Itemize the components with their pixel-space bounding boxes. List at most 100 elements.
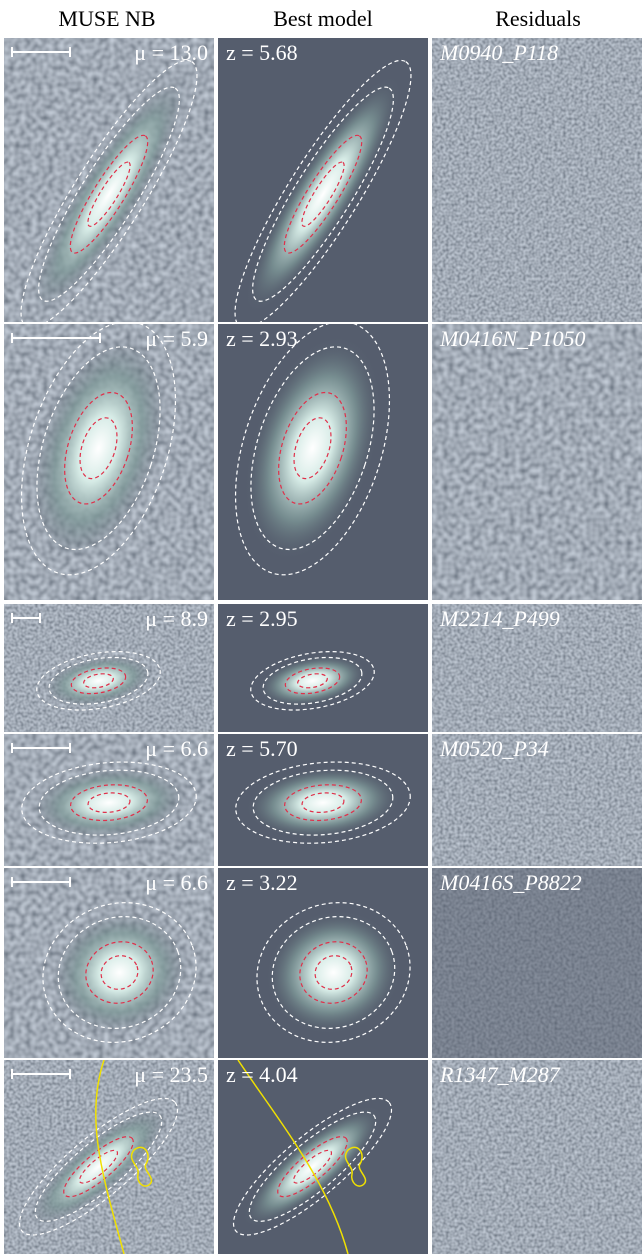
column-header: MUSE NB (58, 6, 155, 31)
scale-bar (11, 1069, 71, 1079)
source (245, 76, 401, 312)
contour (232, 1097, 393, 1236)
object-id: M2214_P499 (439, 606, 560, 631)
panel: M0416S_P8822 (432, 868, 642, 1058)
redshift-label: z = 2.93 (226, 326, 298, 351)
object-id: M0416S_P8822 (439, 870, 582, 895)
redshift-label: z = 5.68 (226, 40, 298, 65)
panel: z = 2.93 (218, 324, 428, 600)
contour (48, 656, 149, 705)
panel: z = 2.95 (218, 604, 428, 732)
contour (252, 769, 394, 836)
noise (432, 734, 642, 866)
object-id: M0940_P118 (439, 40, 558, 65)
redshift-label: z = 3.22 (226, 870, 298, 895)
contour (57, 916, 182, 1029)
contour (38, 86, 180, 302)
contour (20, 324, 177, 576)
panel: z = 3.22 (218, 868, 428, 1058)
source (31, 76, 187, 312)
noise (432, 604, 642, 732)
critical-line (344, 1146, 367, 1187)
contour (87, 161, 131, 227)
contour (235, 761, 411, 844)
noise (432, 38, 642, 322)
object-id: M0416N_P1050 (439, 326, 585, 351)
contour (87, 792, 131, 813)
source (28, 1106, 169, 1227)
panel: μ = 8.9 (4, 604, 214, 732)
object-id: R1347_M287 (439, 1062, 561, 1087)
critical-line (130, 1146, 153, 1187)
panel: M0940_P118 (432, 38, 642, 322)
magnification-label: μ = 6.6 (145, 870, 208, 895)
contour (301, 161, 345, 227)
panel: M0520_P34 (432, 734, 642, 866)
redshift-label: z = 5.70 (226, 736, 298, 761)
contour (70, 667, 127, 695)
contour (36, 346, 161, 551)
source (258, 655, 367, 707)
panel: z = 5.70 (218, 734, 428, 866)
contour (301, 792, 345, 813)
contour (293, 417, 332, 480)
source (246, 766, 400, 839)
contour (20, 59, 198, 322)
contour (83, 673, 114, 689)
contour (256, 902, 411, 1043)
scale-bar (11, 743, 71, 753)
contour (234, 59, 412, 322)
scale-bar (11, 47, 71, 57)
contour (250, 346, 375, 551)
panel: z = 4.04 (218, 1060, 428, 1254)
contour (79, 417, 118, 480)
contour (297, 673, 328, 689)
contour (284, 667, 341, 695)
contour (234, 324, 391, 576)
source (44, 655, 153, 707)
scale-bar (11, 613, 41, 623)
contour (64, 391, 133, 505)
source (52, 911, 187, 1034)
contour (38, 769, 180, 836)
noise (432, 324, 642, 600)
contour (250, 651, 375, 711)
magnification-label: μ = 13.0 (134, 40, 208, 65)
noise (432, 868, 642, 1058)
critical-line (237, 1060, 349, 1254)
noise (432, 1060, 642, 1254)
critical-line (95, 1060, 125, 1254)
panel: μ = 5.9 (4, 324, 214, 600)
magnification-label: μ = 8.9 (145, 606, 208, 631)
column-header: Best model (273, 6, 373, 31)
panel: μ = 6.6 (4, 868, 214, 1058)
magnification-label: μ = 6.6 (145, 736, 208, 761)
panel: M0416N_P1050 (432, 324, 642, 600)
redshift-label: z = 4.04 (226, 1062, 298, 1087)
contour (36, 651, 161, 711)
contour (63, 1136, 134, 1198)
contour (42, 902, 197, 1043)
scale-bar (11, 877, 71, 887)
scale-bar (11, 333, 101, 343)
contour (248, 1111, 377, 1222)
contour (278, 391, 347, 505)
contour (277, 1136, 348, 1198)
contour (69, 134, 149, 254)
source (242, 1106, 383, 1227)
contour (314, 955, 353, 990)
contour (18, 1097, 179, 1236)
source (30, 336, 167, 560)
panel: μ = 6.6 (4, 734, 214, 866)
magnification-label: μ = 5.9 (145, 326, 208, 351)
contour (100, 955, 139, 990)
panel: M2214_P499 (432, 604, 642, 732)
panel: μ = 23.5 (4, 1060, 214, 1254)
source (244, 336, 381, 560)
contour (34, 1111, 163, 1222)
contour (262, 656, 363, 705)
contour (271, 916, 396, 1029)
contour (21, 761, 197, 844)
redshift-label: z = 2.95 (226, 606, 298, 631)
